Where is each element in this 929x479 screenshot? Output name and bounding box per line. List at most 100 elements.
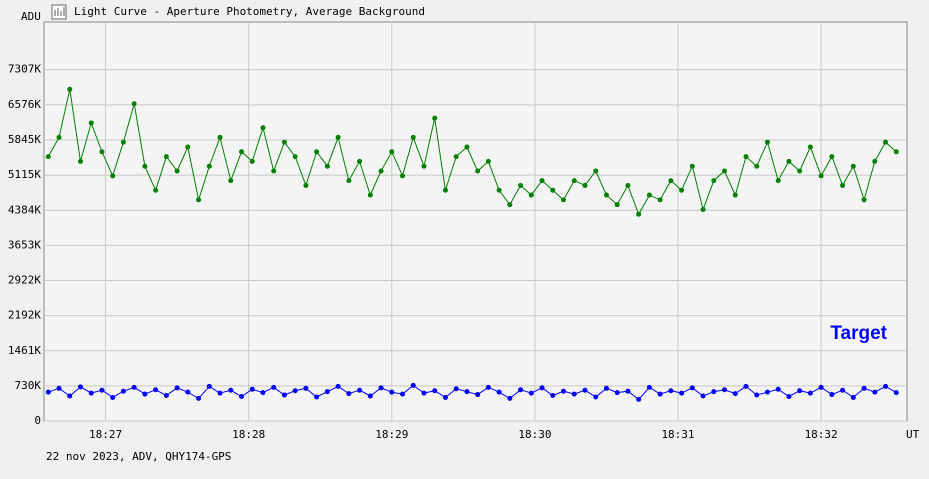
data-point	[281, 392, 287, 398]
data-point	[614, 202, 620, 208]
data-point	[528, 390, 534, 396]
data-point	[818, 384, 824, 390]
data-point	[228, 178, 234, 184]
data-point	[743, 154, 749, 160]
data-point	[679, 390, 685, 396]
data-point	[292, 154, 298, 160]
data-point	[764, 139, 770, 145]
data-point	[67, 86, 73, 92]
data-point	[539, 385, 545, 391]
data-point	[775, 178, 781, 184]
data-point	[153, 387, 159, 393]
data-point	[56, 385, 62, 391]
data-point	[346, 178, 352, 184]
data-point	[561, 388, 567, 394]
y-tick-label: 730K	[15, 379, 42, 392]
data-point	[389, 149, 395, 155]
data-point	[625, 182, 631, 188]
y-tick-label: 1461K	[8, 344, 41, 357]
data-point	[528, 192, 534, 198]
data-point	[722, 387, 728, 393]
data-point	[571, 178, 577, 184]
data-point	[281, 139, 287, 145]
data-point	[464, 389, 470, 395]
data-point	[77, 158, 83, 164]
x-tick-label: 18:29	[375, 428, 408, 441]
data-point	[335, 134, 341, 140]
data-point	[453, 386, 459, 392]
data-point	[464, 144, 470, 150]
data-point	[389, 389, 395, 395]
data-point	[657, 197, 663, 203]
data-point	[378, 168, 384, 174]
data-point	[314, 394, 320, 400]
data-point	[485, 158, 491, 164]
data-point	[668, 178, 674, 184]
data-point	[131, 101, 137, 107]
data-point	[45, 154, 51, 160]
y-tick-label: 2192K	[8, 309, 41, 322]
data-point	[561, 197, 567, 203]
data-point	[77, 384, 83, 390]
data-point	[314, 149, 320, 155]
data-point	[196, 395, 202, 401]
data-point	[797, 388, 803, 394]
data-point	[110, 173, 116, 179]
x-tick-label: 18:30	[518, 428, 551, 441]
data-point	[861, 385, 867, 391]
data-point	[797, 168, 803, 174]
data-point	[271, 384, 277, 390]
data-point	[625, 388, 631, 394]
x-tick-label: 18:32	[805, 428, 838, 441]
data-point	[603, 192, 609, 198]
title-icon	[51, 4, 67, 20]
data-point	[840, 387, 846, 393]
data-point	[421, 163, 427, 169]
data-point	[88, 120, 94, 126]
data-point	[764, 389, 770, 395]
data-point	[893, 390, 899, 396]
y-tick-label: 6576K	[8, 98, 41, 111]
data-point	[850, 394, 856, 400]
data-point	[614, 390, 620, 396]
data-point	[883, 383, 889, 389]
data-point	[893, 149, 899, 155]
data-point	[496, 187, 502, 193]
data-point	[410, 382, 416, 388]
data-point	[271, 168, 277, 174]
data-point	[174, 168, 180, 174]
data-point	[646, 384, 652, 390]
data-point	[206, 383, 212, 389]
data-point	[142, 391, 148, 397]
x-tick-label: 18:31	[661, 428, 694, 441]
data-point	[110, 394, 116, 400]
data-point	[99, 387, 105, 393]
data-point	[367, 192, 373, 198]
data-point	[131, 384, 137, 390]
data-point	[185, 389, 191, 395]
data-point	[120, 388, 126, 394]
x-axis-label: UT	[906, 428, 920, 441]
data-point	[829, 392, 835, 398]
y-tick-label: 5115K	[8, 168, 41, 181]
data-point	[163, 154, 169, 160]
data-point	[249, 158, 255, 164]
data-point	[432, 115, 438, 121]
data-point	[228, 387, 234, 393]
y-tick-label: 7307K	[8, 63, 41, 76]
data-point	[346, 391, 352, 397]
data-point	[571, 391, 577, 397]
data-point	[700, 206, 706, 212]
data-point	[689, 385, 695, 391]
data-point	[743, 383, 749, 389]
data-point	[711, 389, 717, 395]
data-point	[829, 154, 835, 160]
data-point	[400, 173, 406, 179]
data-point	[410, 134, 416, 140]
data-point	[88, 390, 94, 396]
data-point	[818, 173, 824, 179]
data-point	[292, 388, 298, 394]
y-tick-label: 3653K	[8, 238, 41, 251]
data-point	[239, 393, 245, 399]
